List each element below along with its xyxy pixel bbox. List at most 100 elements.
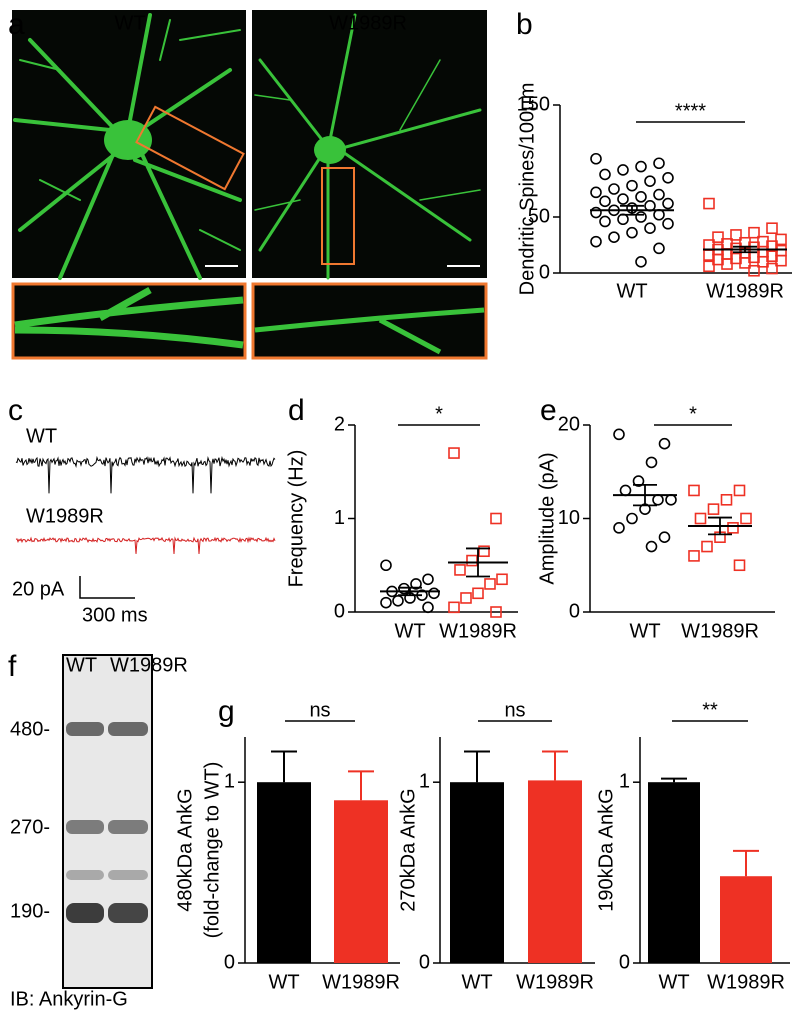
bar bbox=[528, 780, 582, 963]
neuron-wt bbox=[13, 13, 242, 280]
sem-bar bbox=[620, 204, 644, 216]
panel-label: g bbox=[218, 695, 235, 728]
data-point bbox=[712, 231, 724, 243]
data-point bbox=[380, 596, 392, 609]
data-point bbox=[688, 484, 700, 497]
y-axis-label: 480kDa AnkG bbox=[174, 788, 196, 911]
data-point bbox=[766, 262, 778, 275]
trace-label: W1989R bbox=[26, 505, 104, 527]
sem-bar bbox=[466, 547, 490, 578]
data-point bbox=[720, 493, 733, 506]
data-point bbox=[617, 193, 629, 205]
lane-label: WT bbox=[66, 654, 97, 676]
scale-label: 20 pA bbox=[12, 578, 65, 600]
data-point bbox=[472, 587, 484, 600]
y-axis-label: Amplitude (pA) bbox=[536, 452, 558, 584]
image-title: WT bbox=[114, 12, 145, 34]
data-point bbox=[590, 235, 602, 248]
bar bbox=[450, 782, 504, 963]
data-point bbox=[644, 175, 656, 187]
bar bbox=[720, 876, 772, 963]
data-point bbox=[740, 512, 752, 525]
data-point bbox=[662, 197, 674, 210]
data-point bbox=[608, 183, 620, 195]
error-bar bbox=[271, 750, 297, 783]
significance-label: **** bbox=[675, 100, 706, 122]
x-tick-label: W1989R bbox=[516, 971, 594, 993]
data-point bbox=[653, 157, 665, 170]
data-point bbox=[392, 594, 404, 607]
x-tick-label: WT bbox=[268, 971, 299, 993]
data-point bbox=[617, 213, 629, 226]
data-point bbox=[613, 428, 625, 441]
current-trace bbox=[15, 455, 276, 494]
data-point bbox=[658, 531, 671, 544]
data-point bbox=[632, 475, 645, 487]
y-tick-label: 1 bbox=[619, 770, 630, 792]
panel-label: b bbox=[516, 8, 533, 41]
data-point bbox=[428, 587, 440, 600]
data-point bbox=[721, 258, 733, 270]
data-point bbox=[496, 573, 508, 586]
data-point bbox=[448, 447, 460, 459]
data-point bbox=[662, 217, 674, 230]
data-point bbox=[658, 437, 671, 450]
y-tick-label: 0 bbox=[569, 600, 580, 622]
y-tick-label: 0 bbox=[224, 951, 235, 973]
x-tick-label: W1989R bbox=[707, 971, 785, 993]
data-point bbox=[590, 152, 602, 165]
bar bbox=[334, 800, 388, 963]
bar bbox=[257, 782, 311, 963]
y-tick-label: 50 bbox=[528, 205, 550, 227]
panel-label: d bbox=[288, 394, 305, 427]
data-point bbox=[665, 493, 677, 506]
x-tick-label: WT bbox=[461, 971, 492, 993]
data-point bbox=[645, 456, 658, 469]
panel-label: a bbox=[8, 8, 25, 41]
y-tick-label: 2 bbox=[334, 413, 345, 435]
data-point bbox=[662, 172, 674, 184]
data-point bbox=[608, 231, 620, 243]
data-point bbox=[653, 188, 665, 201]
significance-label: ns bbox=[504, 699, 525, 721]
mw-marker: 480- bbox=[10, 718, 50, 740]
error-bar bbox=[348, 770, 374, 801]
lane-label: W1989R bbox=[110, 654, 188, 676]
data-point bbox=[733, 559, 746, 572]
current-trace bbox=[15, 536, 276, 555]
roi-box bbox=[321, 167, 355, 265]
x-tick-label: WT bbox=[629, 620, 660, 642]
data-point bbox=[694, 512, 707, 525]
data-point bbox=[688, 550, 700, 562]
x-tick-label: W1989R bbox=[322, 971, 400, 993]
dendrite bbox=[254, 307, 485, 355]
y-axis-label: 270kDa AnkG bbox=[397, 788, 419, 911]
data-point bbox=[635, 211, 647, 223]
data-point bbox=[599, 168, 611, 181]
data-point bbox=[626, 512, 638, 525]
data-point bbox=[653, 242, 665, 255]
scale-bar bbox=[79, 576, 135, 599]
data-point bbox=[748, 264, 760, 277]
data-point bbox=[644, 222, 656, 234]
data-point bbox=[410, 578, 422, 590]
data-point bbox=[460, 592, 472, 604]
y-tick-label: 1 bbox=[224, 770, 235, 792]
significance-label: * bbox=[435, 403, 443, 425]
dendrite bbox=[14, 286, 244, 349]
data-point bbox=[766, 222, 778, 234]
data-point bbox=[599, 215, 611, 228]
sem-bar bbox=[733, 245, 757, 254]
inset-wt bbox=[11, 282, 247, 360]
data-point bbox=[703, 197, 715, 210]
sem-bar bbox=[398, 586, 422, 597]
x-tick-label: W1989R bbox=[681, 620, 759, 642]
data-point bbox=[730, 229, 742, 241]
data-point bbox=[490, 606, 502, 618]
data-point bbox=[733, 484, 746, 497]
data-point bbox=[757, 255, 769, 268]
data-point bbox=[590, 206, 602, 219]
blot-caption: IB: Ankyrin-G bbox=[10, 988, 128, 1010]
error-bar bbox=[733, 849, 759, 877]
data-point bbox=[448, 601, 460, 614]
